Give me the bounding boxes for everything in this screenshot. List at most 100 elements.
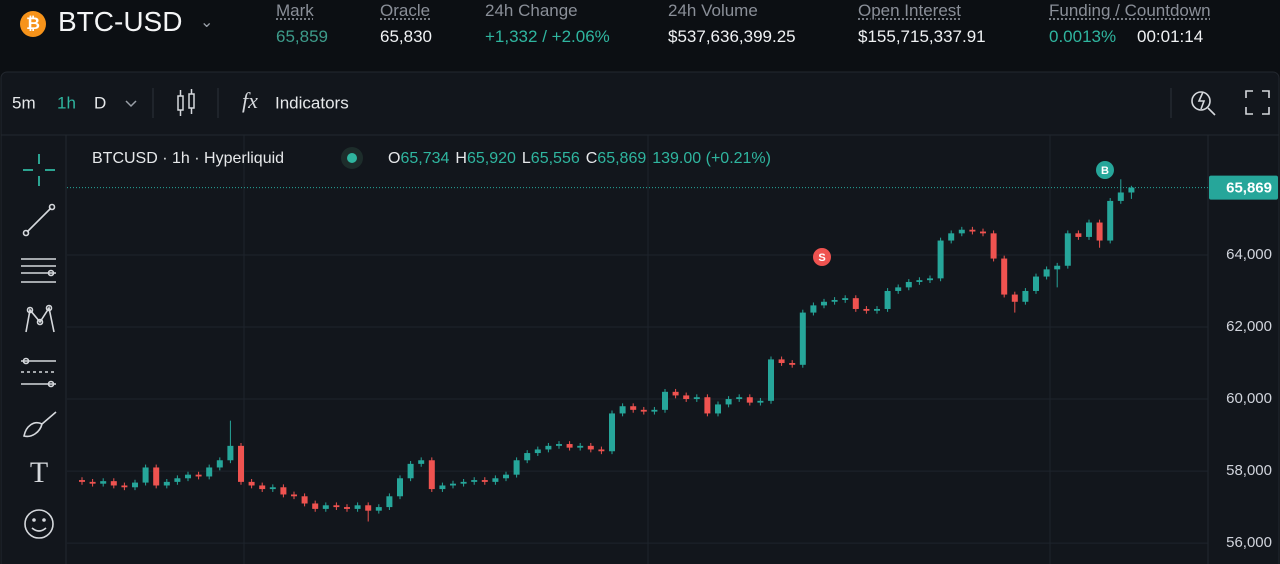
y-tick-label: 64,000 bbox=[1226, 246, 1272, 263]
candle-body bbox=[407, 463, 414, 479]
candle-body bbox=[651, 409, 658, 412]
fib-tool[interactable] bbox=[21, 258, 56, 283]
stat-value: 65,859 bbox=[276, 27, 328, 46]
candle-body bbox=[704, 397, 711, 414]
candle-body bbox=[789, 363, 796, 365]
candle-body bbox=[1096, 222, 1103, 241]
sell-marker[interactable] bbox=[813, 248, 831, 266]
candle-body bbox=[471, 480, 478, 482]
candle-body bbox=[969, 229, 976, 232]
interval[interactable]: 5m bbox=[12, 93, 36, 112]
stat-label: Mark bbox=[276, 1, 314, 20]
candle-body bbox=[397, 478, 403, 497]
candle-body bbox=[662, 391, 668, 410]
indicators-icon[interactable]: fx bbox=[242, 88, 258, 113]
y-tick-label: 62,000 bbox=[1226, 318, 1272, 335]
pattern-tool[interactable] bbox=[25, 304, 55, 333]
emoji-tool[interactable] bbox=[24, 509, 54, 539]
candle-body bbox=[1001, 258, 1008, 295]
candle-body bbox=[810, 305, 817, 313]
candle-body bbox=[216, 460, 223, 468]
panel-bg bbox=[0, 71, 1280, 564]
vertical-grid bbox=[243, 135, 1051, 564]
candle-body bbox=[937, 240, 944, 279]
candle-body bbox=[460, 481, 467, 484]
candle-body bbox=[683, 395, 690, 400]
candle-body bbox=[206, 467, 213, 477]
buy-marker[interactable] bbox=[1096, 161, 1114, 179]
candle-body bbox=[831, 299, 838, 302]
buy-marker-label[interactable]: B bbox=[1101, 165, 1109, 177]
candle-body bbox=[280, 487, 287, 495]
line-tool[interactable] bbox=[22, 203, 56, 237]
status-dot bbox=[347, 153, 357, 163]
candle-body bbox=[927, 278, 933, 281]
candle-body bbox=[863, 308, 870, 311]
candle-body bbox=[587, 445, 594, 450]
ohlc-legend: O65,734 H65,920 L65,556 C65,869 139.00 (+0.2… bbox=[388, 150, 771, 167]
candle-body bbox=[142, 467, 149, 483]
replay-icon[interactable] bbox=[1191, 91, 1216, 116]
candle-body bbox=[89, 481, 96, 484]
candle-body bbox=[1107, 200, 1114, 241]
candle-body bbox=[227, 445, 234, 461]
stat-value: $537,636,399.25 bbox=[668, 27, 796, 46]
stat-value: +1,332 / +2.06% bbox=[485, 27, 610, 46]
candle-body bbox=[905, 281, 912, 288]
candle-body bbox=[248, 481, 255, 486]
candle-body bbox=[630, 406, 637, 410]
candle-body bbox=[418, 460, 425, 464]
brush-tool[interactable] bbox=[23, 411, 57, 438]
candle-body bbox=[577, 445, 584, 448]
text-tool[interactable]: T bbox=[30, 456, 48, 489]
candle-body bbox=[895, 287, 902, 291]
stat-label: Oracle bbox=[380, 1, 431, 20]
last-price-tag bbox=[1209, 175, 1278, 200]
stat-label: Funding / Countdown bbox=[1049, 1, 1211, 20]
crosshair-tool[interactable] bbox=[23, 154, 55, 186]
candle-body bbox=[609, 413, 615, 452]
candle-body bbox=[238, 445, 244, 482]
candle-body bbox=[640, 409, 647, 412]
funding-rate: 0.0013% bbox=[1049, 27, 1117, 46]
symbol-dropdown[interactable]: ⌄ bbox=[200, 14, 214, 31]
interval-active[interactable]: 1h bbox=[57, 93, 76, 112]
ohlc-key: O bbox=[388, 150, 400, 167]
indicators-button[interactable]: Indicators bbox=[275, 93, 349, 112]
candle-body bbox=[842, 298, 849, 300]
symbol[interactable]: BTC-USD bbox=[58, 6, 183, 37]
ohlc-value: 65,734 bbox=[400, 150, 449, 167]
countdown: 00:01:14 bbox=[1137, 27, 1204, 46]
sell-marker-label[interactable]: S bbox=[818, 252, 825, 264]
interval-dropdown[interactable] bbox=[125, 100, 137, 108]
candle-body bbox=[163, 481, 170, 486]
candle-body bbox=[948, 233, 955, 241]
header: ₿ BTC-USD ⌄ Mark 65,859 Oracle 65,830 24… bbox=[0, 0, 1280, 66]
interval[interactable]: D bbox=[94, 93, 106, 112]
candle-type-icon[interactable] bbox=[177, 89, 195, 116]
candle-body bbox=[291, 494, 297, 497]
prediction-tool[interactable] bbox=[21, 357, 56, 388]
candle-body bbox=[736, 397, 743, 400]
candle-body bbox=[556, 444, 562, 446]
candle-body bbox=[693, 397, 700, 400]
candle-body bbox=[1064, 233, 1071, 266]
candle-body bbox=[980, 231, 986, 234]
candle-body bbox=[916, 280, 923, 282]
candle-body bbox=[524, 453, 531, 461]
candle-body bbox=[333, 505, 340, 508]
candle-body bbox=[725, 399, 732, 405]
candle-body bbox=[1043, 269, 1050, 277]
y-tick-label: 58,000 bbox=[1226, 462, 1272, 479]
stat-label: Open Interest bbox=[858, 1, 962, 20]
candle-body bbox=[1075, 233, 1082, 237]
candle-body bbox=[715, 404, 721, 414]
fullscreen-icon[interactable] bbox=[1245, 90, 1270, 115]
ohlc-value: 65,920 bbox=[467, 150, 516, 167]
candle-body bbox=[450, 483, 456, 486]
ohlc-key: H bbox=[455, 150, 467, 167]
candle-body bbox=[566, 444, 573, 448]
candle-body bbox=[1011, 294, 1018, 302]
candle-body bbox=[185, 474, 191, 479]
candle-body bbox=[79, 480, 85, 482]
